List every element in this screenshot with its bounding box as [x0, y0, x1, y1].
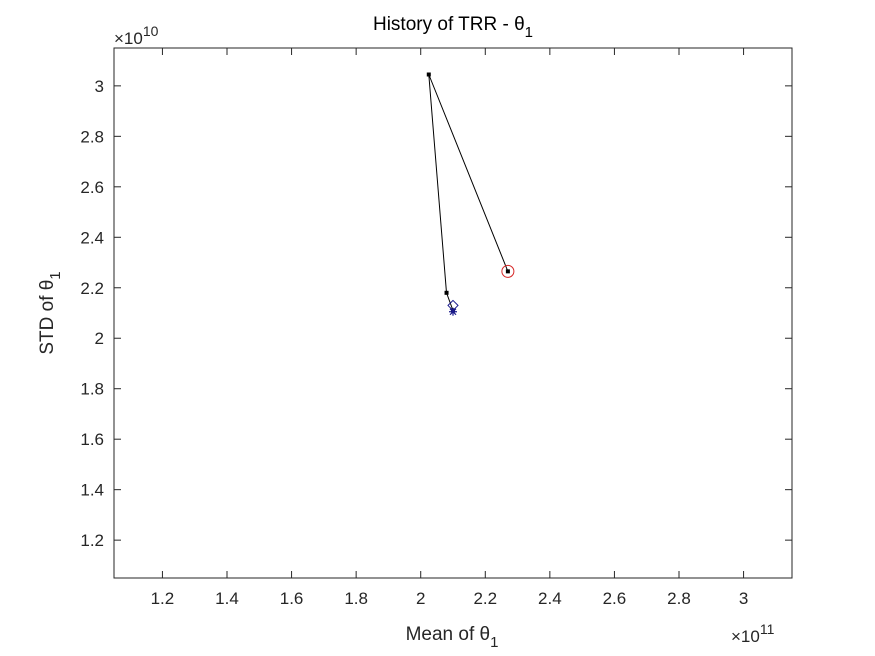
- x-tick-label: 2.6: [603, 589, 627, 608]
- x-axis-ticks: 1.2 1.4 1.6 1.8 2 2.2 2.4 2.6 2.8 3: [151, 48, 748, 608]
- x-tick-label: 2: [416, 589, 425, 608]
- y-tick-label: 2.2: [80, 279, 104, 298]
- y-tick-label: 2: [95, 329, 104, 348]
- x-multiplier-base: ×10: [731, 627, 760, 646]
- y-axis-label-subscript: 1: [47, 271, 64, 279]
- y-tick-label: 1.8: [80, 380, 104, 399]
- x-tick-label: 2.8: [667, 589, 691, 608]
- x-tick-label: 1.2: [151, 589, 175, 608]
- y-multiplier-exponent: 10: [143, 23, 159, 39]
- x-tick-label: 2.2: [473, 589, 497, 608]
- chart-title: History of TRR - θ1: [373, 14, 533, 41]
- x-tick-label: 1.6: [280, 589, 304, 608]
- y-axis-label-text: STD of θ: [37, 280, 58, 355]
- x-tick-label: 3: [739, 589, 748, 608]
- x-axis-label: Mean of θ1: [406, 624, 499, 651]
- x-tick-label: 2.4: [538, 589, 562, 608]
- y-axis-ticks: 1.2 1.4 1.6 1.8 2 2.2 2.4 2.6 2.8 3: [80, 77, 792, 550]
- x-tick-label: 1.4: [215, 589, 239, 608]
- x-multiplier-exponent: 11: [760, 621, 775, 637]
- data-point: [505, 269, 510, 274]
- y-tick-label: 1.2: [80, 531, 104, 550]
- y-tick-label: 2.8: [80, 127, 104, 146]
- x-axis-label-subscript: 1: [490, 634, 498, 651]
- data-point: [426, 72, 431, 77]
- x-axis-label-text: Mean of θ: [406, 624, 491, 645]
- y-tick-label: 1.6: [80, 430, 104, 449]
- y-multiplier: ×1010: [114, 23, 159, 48]
- y-multiplier-base: ×10: [114, 29, 143, 48]
- chart-title-subscript: 1: [525, 24, 533, 41]
- asterisk-marker: [449, 307, 457, 316]
- y-tick-label: 3: [95, 77, 104, 96]
- data-point: [444, 290, 449, 295]
- y-tick-label: 2.6: [80, 178, 104, 197]
- series-line: [428, 74, 509, 311]
- y-tick-label: 1.4: [80, 481, 104, 500]
- y-axis-label: STD of θ1: [37, 271, 64, 354]
- start-marker-circle: [501, 264, 515, 278]
- chart-title-text: History of TRR - θ: [373, 14, 525, 35]
- y-tick-label: 2.4: [80, 228, 104, 247]
- x-multiplier: ×1011: [731, 621, 775, 646]
- marker-layer: [447, 264, 515, 316]
- x-tick-label: 1.8: [344, 589, 368, 608]
